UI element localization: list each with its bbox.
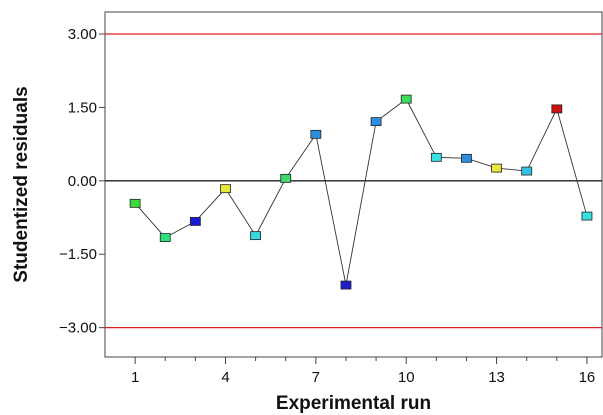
data-point-run-15 [551,104,563,114]
series-polyline [134,98,588,286]
data-point-run-10 [400,94,412,104]
data-point-run-7 [310,129,322,139]
data-points [129,94,593,290]
y-tick-label-4: −3.00 [59,320,97,337]
y-axis-title: Studentized residuals [11,86,32,282]
data-point-run-11 [430,152,442,162]
data-point-run-3 [189,217,201,226]
y-axis: 3.00 1.50 0.00 −1.50 −3.00 [59,26,105,337]
data-point-run-12 [461,153,472,163]
data-point-run-13 [491,163,502,173]
data-point-run-4 [220,184,231,194]
x-tick-label-5: 16 [579,369,596,386]
reference-lines [105,33,602,329]
y-tick-label-0: 3.00 [68,26,97,43]
plot-frame [104,11,603,358]
x-tick-label-1: 4 [221,369,229,386]
y-tick-label-2: 0.00 [68,173,97,190]
x-tick-label-4: 13 [488,369,505,386]
series-line [134,98,588,286]
data-point-run-1 [129,198,141,208]
data-point-run-14 [521,166,533,176]
data-point-run-6 [280,173,292,183]
x-tick-label-3: 10 [398,369,415,386]
data-point-run-16 [581,211,593,221]
x-tick-label-0: 1 [131,369,139,386]
data-point-run-2 [159,233,171,242]
data-point-run-5 [250,231,262,241]
data-point-run-8 [340,280,352,290]
y-tick-label-1: 1.50 [68,99,97,116]
x-tick-label-2: 7 [312,369,320,386]
y-tick-label-3: −1.50 [59,246,97,263]
x-axis: 1 4 7 10 13 16 [131,357,595,386]
x-axis-title: Experimental run [276,393,431,414]
data-point-run-9 [370,117,382,127]
